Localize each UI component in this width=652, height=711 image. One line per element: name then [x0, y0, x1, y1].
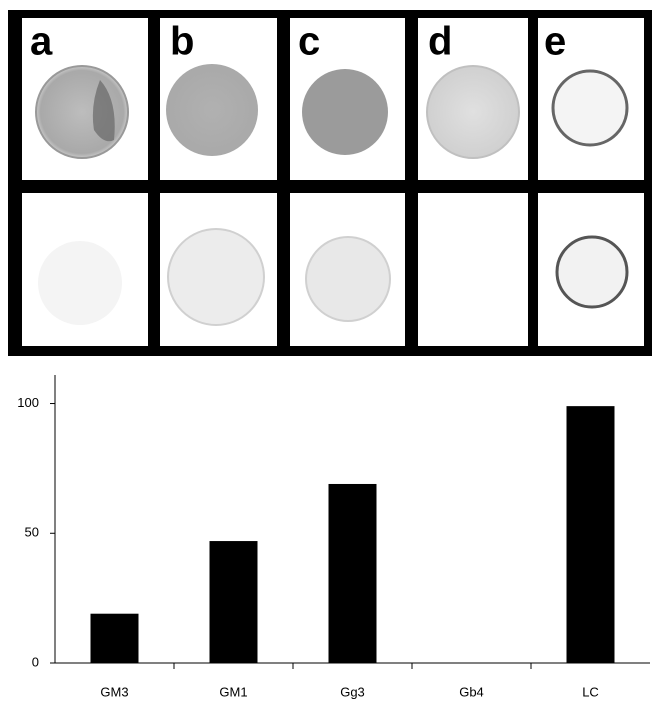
spot [557, 237, 627, 307]
figure: a b c d e 0 50 100 GM3 GM1 Gg3 Gb4 LC [0, 0, 652, 711]
y-tick-label: 0 [32, 654, 39, 669]
x-tick-label: LC [582, 684, 599, 699]
image-panel: a b c d e [8, 10, 652, 356]
spot [553, 71, 627, 145]
bar-chart: 0 50 100 GM3 GM1 Gg3 Gb4 LC [17, 375, 650, 699]
y-tick-label: 100 [17, 395, 39, 410]
spot [36, 66, 128, 158]
spot [168, 229, 264, 325]
cell [418, 193, 528, 346]
spot [427, 66, 519, 158]
panel-label: b [170, 20, 194, 64]
bar [567, 406, 615, 663]
spot [38, 241, 122, 325]
x-tick-label: Gb4 [459, 684, 484, 699]
bar [91, 614, 139, 663]
panel-label: c [298, 20, 320, 64]
spot [302, 69, 388, 155]
y-tick-label: 50 [25, 525, 39, 540]
bar [329, 484, 377, 663]
x-tick-label: GM1 [219, 684, 247, 699]
spot [166, 64, 258, 156]
x-tick-label: GM3 [100, 684, 128, 699]
bar [210, 541, 258, 663]
spot [306, 237, 390, 321]
panel-label: e [544, 20, 566, 64]
panel-label: d [428, 20, 452, 64]
panel-label: a [30, 20, 53, 64]
x-tick-label: Gg3 [340, 684, 365, 699]
